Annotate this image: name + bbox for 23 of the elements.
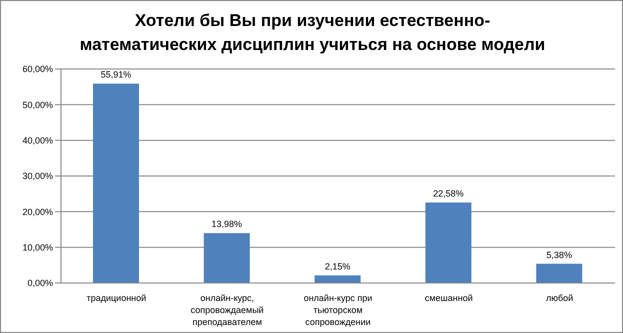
x-tick-label: любой: [546, 293, 574, 303]
bar: [536, 264, 582, 283]
data-label: 22,58%: [433, 188, 464, 198]
y-tick-label: 50,00%: [22, 100, 53, 110]
data-label: 5,38%: [546, 250, 572, 260]
y-tick-label: 0,00%: [27, 278, 53, 288]
y-tick-label: 30,00%: [22, 171, 53, 182]
y-tick-label: 60,00%: [22, 64, 53, 74]
x-tick-label: смешанной: [424, 293, 473, 303]
data-label: 2,15%: [324, 261, 350, 272]
y-tick-label: 20,00%: [22, 206, 53, 217]
data-label: 13,98%: [212, 219, 242, 230]
bar: [93, 84, 139, 283]
x-tick-label: онлайн-курс при тьюторском сопровождении: [304, 293, 372, 327]
bar: [204, 233, 250, 283]
y-tick-label: 10,00%: [22, 242, 53, 253]
bar: [314, 275, 361, 283]
bar: [425, 202, 472, 283]
x-tick-label: онлайн-курс, сопровождаемый преподавателем: [190, 293, 264, 327]
x-tick-label: традиционной: [86, 293, 146, 303]
y-tick-label: 40,00%: [22, 136, 53, 146]
chart-title: Хотели бы Вы при изучении естественно-математических дисциплин учиться на основе модели: [78, 10, 546, 56]
data-label: 55,91%: [100, 70, 132, 80]
